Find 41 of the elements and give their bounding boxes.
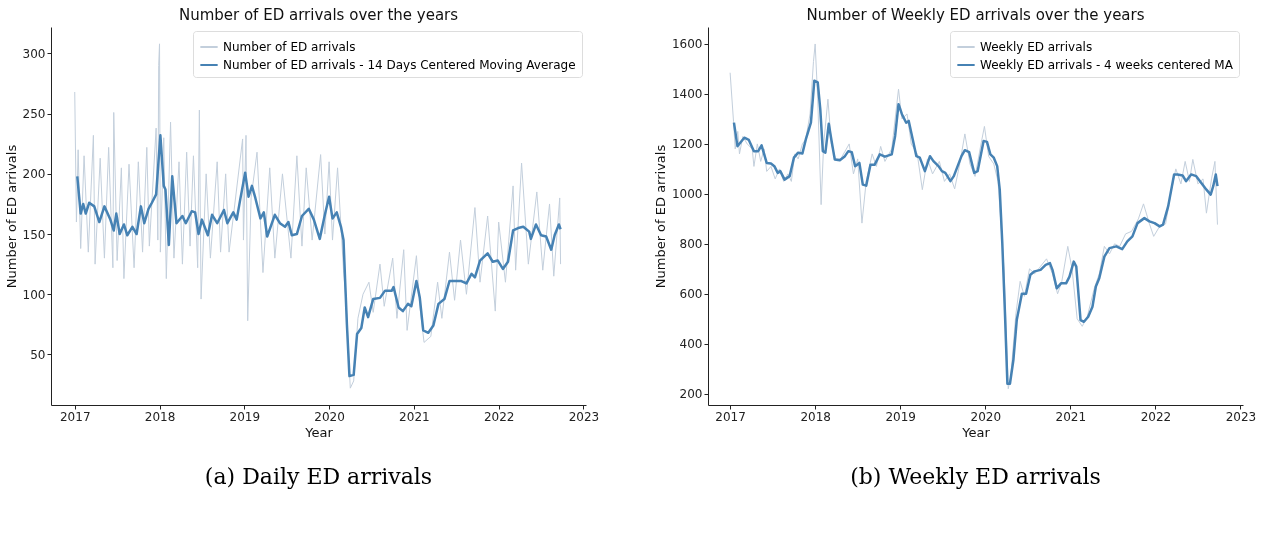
y-tick-label: 200: [22, 167, 46, 182]
line-series: [76, 134, 562, 378]
x-tick-label: 2017: [59, 409, 91, 424]
y-tick-label: 50: [30, 347, 46, 362]
text: (b) Weekly ED arrivals: [850, 464, 1101, 489]
y-tick-label: 1000: [671, 187, 703, 202]
x-tick-label: 2021: [399, 409, 430, 424]
x-axis-title: Year: [304, 424, 334, 440]
y-tick-label: 400: [679, 337, 703, 352]
y-tick-label: 600: [679, 287, 703, 302]
legend-label: Number of ED arrivals - 14 Days Centered Moving Average: [223, 58, 576, 72]
y-tick-label: 300: [22, 46, 46, 61]
x-tick-label: 2022: [483, 409, 515, 424]
text: (a) Daily ED arrivals: [204, 464, 433, 489]
y-tick-label: 200: [679, 387, 703, 402]
x-tick-label: 2019: [885, 409, 916, 424]
y-tick-label: 150: [22, 227, 46, 242]
x-tick-label: 2022: [1140, 409, 1172, 424]
chart-title: Number of Weekly ED arrivals over the years: [806, 6, 1145, 24]
y-tick-label: 1200: [671, 137, 703, 152]
x-tick-label: 2020: [314, 409, 345, 424]
x-tick-label: 2017: [715, 409, 746, 424]
x-tick-label: 2023: [1225, 409, 1257, 424]
x-tick-label: 2023: [568, 409, 600, 424]
legend-label: Number of ED arrivals: [223, 40, 356, 54]
y-tick-label: 800: [679, 237, 703, 252]
x-tick-label: 2020: [970, 409, 1002, 424]
y-axis-title: Number of ED arrivals: [3, 144, 19, 289]
x-tick-label: 2018: [144, 409, 176, 424]
y-tick-label: 250: [22, 107, 46, 122]
legend-label: Weekly ED arrivals: [980, 40, 1093, 54]
x-tick-label: 2019: [229, 409, 261, 424]
y-tick-label: 1400: [671, 87, 703, 102]
x-tick-label: 2021: [1055, 409, 1087, 424]
chart-title: Number of ED arrivals over the years: [178, 6, 459, 24]
y-axis-title: Number of ED arrivals: [652, 144, 668, 289]
y-tick-label: 100: [22, 287, 46, 302]
x-axis-title: Year: [961, 424, 991, 440]
legend-label: Weekly ED arrivals - 4 weeks centered MA: [980, 58, 1234, 72]
x-tick-label: 2018: [800, 409, 831, 424]
y-tick-label: 1600: [671, 37, 703, 52]
